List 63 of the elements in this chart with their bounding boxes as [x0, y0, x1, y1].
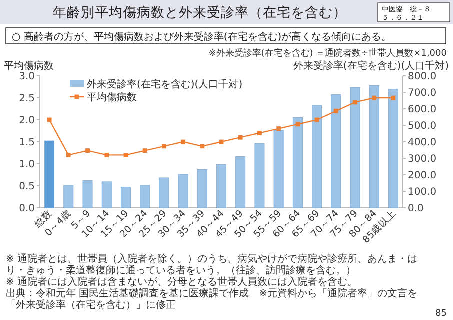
bar: [388, 89, 398, 208]
bar: [254, 144, 265, 208]
legend-label: 平均傷病数: [87, 92, 137, 104]
legend-label: 外来受診率(在宅を含む)(人口千対): [87, 78, 243, 90]
y-tick-label: 2.5: [19, 94, 35, 104]
bar: [44, 140, 55, 208]
bar: [159, 178, 170, 208]
point: [276, 126, 282, 131]
y-tick-label: 1.5: [19, 138, 35, 148]
point: [124, 153, 128, 158]
y2-axis-title: 外来受診率(在宅を含む)(人口千対): [293, 60, 450, 72]
y2-tick-label: 200.0: [408, 170, 437, 182]
bar: [82, 180, 93, 208]
bar: [274, 130, 284, 208]
point: [238, 135, 243, 140]
y2-tick-label: 400.0: [408, 138, 437, 148]
y-tick-label: 0.5: [19, 182, 35, 192]
y-tick-label: 2.0: [19, 116, 35, 126]
bar: [236, 156, 246, 208]
text: ※外来受診率(在宅を含む) ＝通院者数÷世帯人員数×1,000: [208, 48, 448, 59]
bar: [197, 170, 208, 208]
y2-tick-label: 0.0: [408, 204, 424, 214]
point: [162, 144, 166, 149]
bar: [140, 185, 150, 208]
bar: [350, 88, 360, 208]
bar: [64, 185, 74, 208]
point: [104, 153, 110, 158]
point: [353, 100, 358, 105]
source-note: 出典：令和元年 国民生活基礎調査を基に医療課で作成 ※元資料から「通院者率」の文言を「外来受診率（在宅を含む）」に修正: [6, 288, 418, 311]
text: ※ 通院者には入院者は含まないが、分母となる世帯人員数には入院者を含む。: [6, 276, 358, 288]
point: [391, 96, 396, 100]
point: [258, 131, 262, 136]
chart-subtitle: ○ 高齢者の方が、平均傷病数および外来受診率(在宅を含む)が高くなる傾向にある。: [12, 31, 392, 43]
y-axis-title: 平均傷病数: [4, 60, 54, 72]
y2-tick-label: 700.0: [408, 88, 437, 99]
bar: [102, 182, 112, 208]
bar: [331, 94, 342, 208]
y-tick-label: 3.0: [19, 72, 35, 82]
y2-tick-label: 100.0: [408, 187, 437, 198]
y-tick-label: 0.0: [19, 204, 35, 214]
y2-tick-label: 800.0: [408, 72, 437, 82]
point: [200, 144, 205, 149]
bar: [216, 164, 226, 208]
point: [181, 140, 186, 144]
bar: [369, 86, 380, 208]
point: [142, 148, 148, 153]
point: [372, 96, 377, 100]
text: 85: [436, 309, 447, 319]
y2-tick-label: 500.0: [408, 121, 437, 132]
y-tick-label: 1.0: [19, 160, 35, 170]
bar: [312, 105, 322, 208]
bar: [120, 187, 131, 208]
bar: [178, 174, 188, 208]
point: [334, 109, 338, 114]
y2-tick-label: 300.0: [408, 154, 437, 165]
point: [47, 118, 52, 122]
bar: [292, 118, 303, 208]
point: [296, 122, 300, 127]
chart-title: 年齢別平均傷病数と外来受診率（在宅を含む）: [53, 5, 347, 21]
point: [66, 153, 71, 158]
text: ※ 通院者とは、世帯員（入院者を除く。）のうち、病気やけがで病院や診療所、あんま・はり・きゅう・柔道整復師に通っている者をいう。（往診、訪問診療を含む。）: [6, 253, 418, 276]
point: [86, 148, 90, 153]
y2-tick-label: 600.0: [408, 104, 437, 116]
